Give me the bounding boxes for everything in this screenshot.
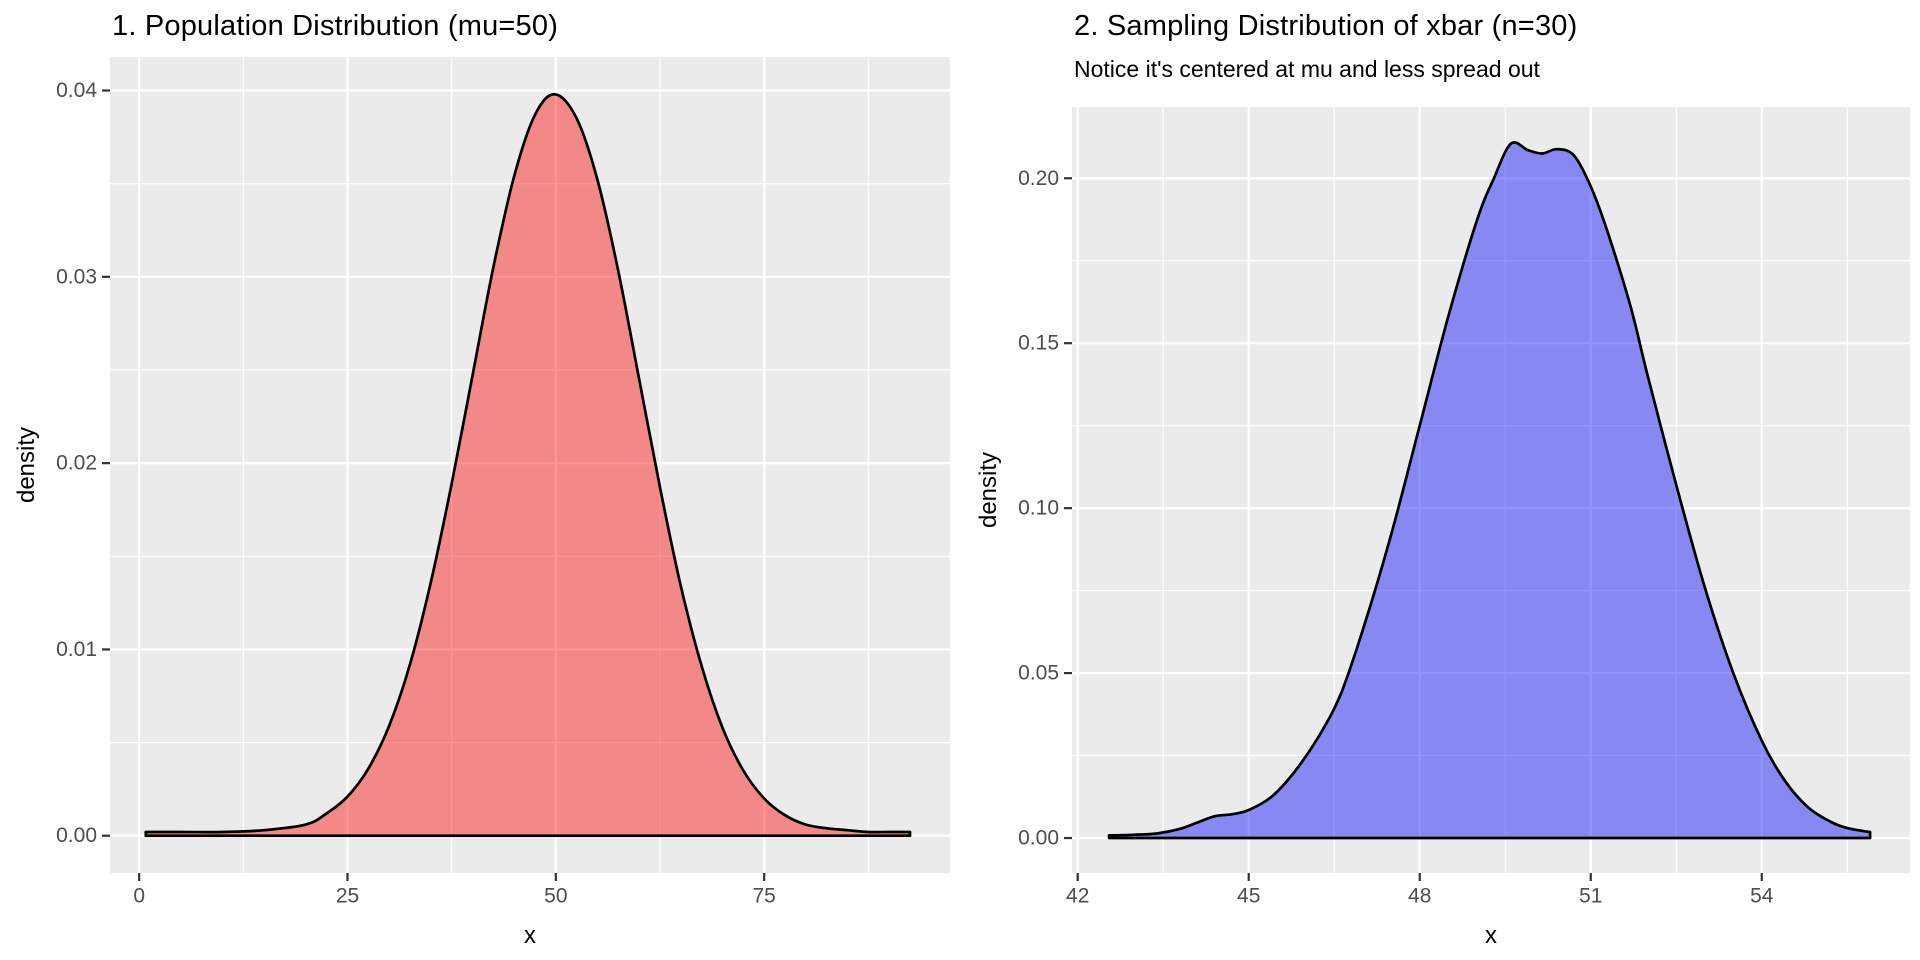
x-tick-label: 25 (336, 884, 359, 907)
x-axis-title: x (524, 922, 536, 949)
y-tick-label: 0.15 (1018, 332, 1059, 355)
density-area (1109, 142, 1871, 839)
density-area (145, 94, 911, 836)
x-tick-label: 42 (1066, 884, 1089, 907)
panel-background (110, 57, 950, 873)
x-tick-label: 54 (1750, 884, 1774, 907)
y-tick-label: 0.05 (1018, 662, 1059, 685)
plot-title: 2. Sampling Distribution of xbar (n=30) (1074, 10, 1578, 42)
x-axis-title: x (1485, 922, 1497, 949)
y-tick-label: 0.04 (56, 79, 97, 102)
y-tick-label: 0.10 (1018, 497, 1059, 520)
plot-subtitle: Notice it's centered at mu and less spre… (1074, 56, 1540, 82)
x-tick-label: 75 (752, 884, 775, 907)
y-tick-label: 0.01 (56, 638, 97, 661)
population-density-panel: 0 25 50 75 0.00 0.01 0.02 0.03 0.04 (56, 57, 950, 907)
panel-background (1072, 107, 1910, 873)
population-distribution-plot: 1. Population Distribution (mu=50) densi… (13, 10, 950, 949)
y-tick-label: 0.03 (56, 265, 97, 288)
x-tick-label: 50 (544, 884, 567, 907)
x-tick-label: 45 (1237, 884, 1260, 907)
x-tick-label: 51 (1579, 884, 1602, 907)
sampling-distribution-plot: 2. Sampling Distribution of xbar (n=30) … (960, 0, 1920, 960)
y-tick-label: 0.02 (56, 452, 97, 475)
y-tick-label: 0.00 (56, 824, 97, 847)
density-curve (144, 92, 912, 838)
y-tick-label: 0.00 (1018, 827, 1059, 850)
y-tick-label: 0.20 (1018, 167, 1059, 190)
x-tick-label: 0 (133, 884, 145, 907)
sampling-density-panel: 42 45 48 51 54 0.00 0.05 0.10 0.15 0.20 (1018, 107, 1910, 907)
x-tick-label: 48 (1408, 884, 1431, 907)
density-curve (1107, 141, 1872, 840)
plot-title: 1. Population Distribution (mu=50) (112, 10, 559, 42)
